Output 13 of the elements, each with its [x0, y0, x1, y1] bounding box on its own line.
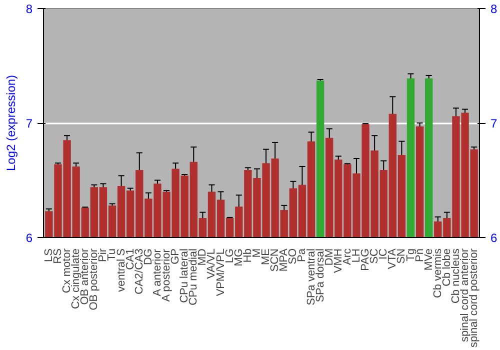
y2-tick-label: 6 [490, 231, 498, 245]
y-axis-title: Log2 (expression) [4, 74, 18, 172]
x-tick-label: OB posterior [88, 248, 100, 310]
y2-tick-label: 7 [490, 116, 498, 130]
y2-tick-label: 8 [490, 2, 498, 16]
x-tick-label: RS [52, 248, 64, 264]
x-tick-label: MVe [422, 248, 435, 271]
x-tick-label: Pa [296, 248, 308, 262]
y-tick-label: 6 [26, 231, 33, 245]
y-tick-label: 8 [26, 2, 33, 16]
x-tick-label: A posterior [160, 248, 173, 302]
y-tick-label: 7 [26, 116, 33, 130]
x-tick-label: spinal cord posterior [468, 248, 480, 348]
